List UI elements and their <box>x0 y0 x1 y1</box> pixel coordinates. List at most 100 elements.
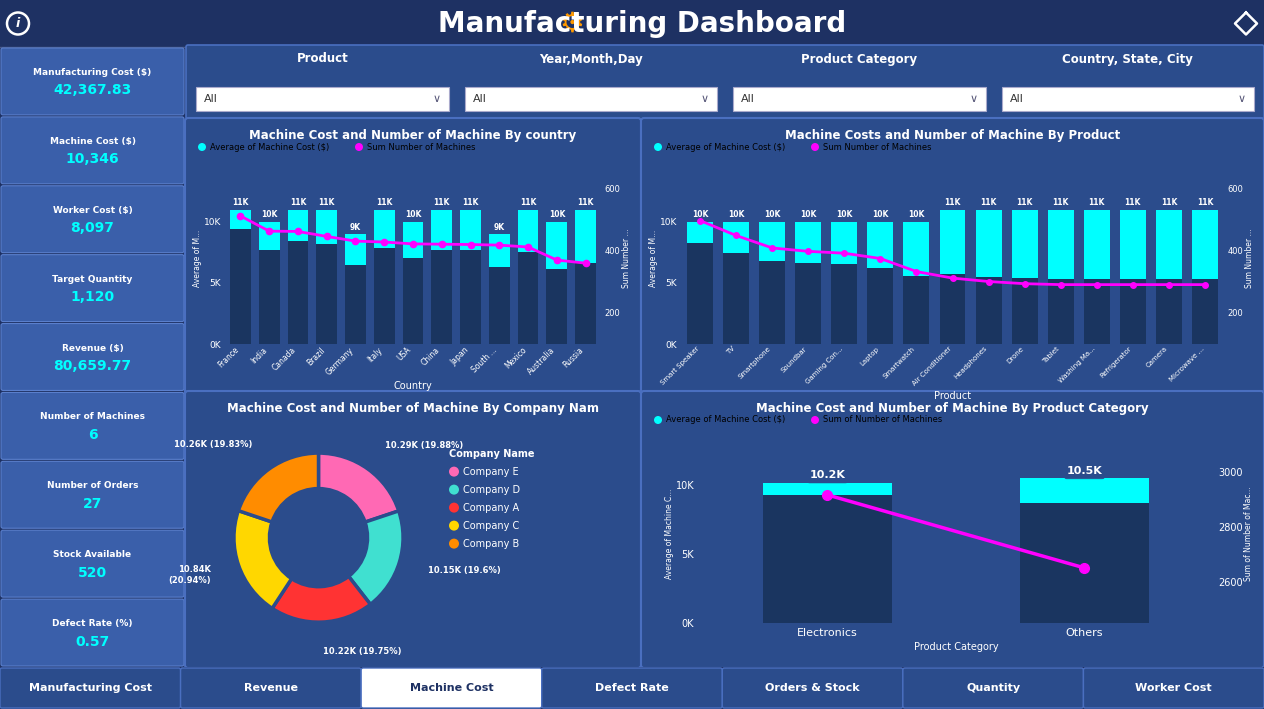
Text: 11K: 11K <box>578 199 594 207</box>
Bar <box>460 210 480 344</box>
Text: 10K: 10K <box>691 211 708 219</box>
Wedge shape <box>234 510 292 608</box>
Text: 11K: 11K <box>1088 199 1105 207</box>
Text: 11K: 11K <box>944 199 961 207</box>
Bar <box>288 210 308 344</box>
Text: 27: 27 <box>83 497 102 510</box>
X-axis label: Country: Country <box>393 381 432 391</box>
Text: Company D: Company D <box>463 485 520 495</box>
Bar <box>723 222 750 344</box>
Text: 11K: 11K <box>463 199 479 207</box>
Text: 291: 291 <box>1091 309 1103 314</box>
Text: 11K: 11K <box>289 199 306 207</box>
Text: 11K: 11K <box>1197 199 1213 207</box>
FancyBboxPatch shape <box>186 45 1264 119</box>
Text: 2650: 2650 <box>1069 558 1100 568</box>
Text: Average of Machine Cost ($): Average of Machine Cost ($) <box>666 415 785 425</box>
Bar <box>1155 210 1182 344</box>
Text: Manufacturing Cost ($): Manufacturing Cost ($) <box>33 68 152 77</box>
Text: 497: 497 <box>694 291 707 296</box>
Bar <box>575 263 595 344</box>
Text: 10K: 10K <box>549 211 565 219</box>
Text: Machine Cost and Number of Machine By Company Nam: Machine Cost and Number of Machine By Co… <box>228 402 599 415</box>
Y-axis label: Average of Machine C...: Average of Machine C... <box>665 489 674 579</box>
Bar <box>345 265 365 344</box>
FancyBboxPatch shape <box>362 668 542 708</box>
Bar <box>976 277 1001 344</box>
Bar <box>976 210 1001 344</box>
Circle shape <box>449 485 459 495</box>
Bar <box>1120 210 1146 344</box>
Bar <box>1020 503 1149 623</box>
Text: 10K: 10K <box>260 211 277 219</box>
Text: Machine Cost: Machine Cost <box>410 683 493 693</box>
Bar <box>316 210 337 344</box>
Bar <box>867 268 894 344</box>
Bar <box>688 242 713 344</box>
Text: Sum of Number of Machines: Sum of Number of Machines <box>823 415 942 425</box>
Text: 10,346: 10,346 <box>66 152 119 167</box>
FancyBboxPatch shape <box>1 48 185 115</box>
FancyBboxPatch shape <box>1 599 185 666</box>
Text: All: All <box>741 94 755 104</box>
Text: 412: 412 <box>521 295 536 301</box>
Circle shape <box>449 503 459 513</box>
Y-axis label: Average of M...: Average of M... <box>193 230 202 287</box>
Text: 11K: 11K <box>377 199 392 207</box>
Text: Defect Rate (%): Defect Rate (%) <box>52 619 133 628</box>
Text: 392: 392 <box>838 301 851 306</box>
Text: 370: 370 <box>550 303 564 309</box>
FancyBboxPatch shape <box>1 530 185 597</box>
Text: 11K: 11K <box>1160 199 1177 207</box>
Text: Machine Costs and Number of Machine By Product: Machine Costs and Number of Machine By P… <box>785 129 1120 142</box>
Bar <box>688 222 713 344</box>
Text: 449: 449 <box>729 296 743 301</box>
Bar <box>1192 279 1218 344</box>
Bar <box>1048 279 1073 344</box>
Y-axis label: Sum of Number of Mac...: Sum of Number of Mac... <box>1244 486 1253 581</box>
Text: ∨: ∨ <box>1237 94 1246 104</box>
FancyBboxPatch shape <box>185 118 641 395</box>
Text: 11K: 11K <box>434 199 450 207</box>
Text: 42,367.83: 42,367.83 <box>53 84 131 97</box>
FancyBboxPatch shape <box>1 462 185 528</box>
Text: 11K: 11K <box>1053 199 1069 207</box>
Bar <box>723 252 750 344</box>
Bar <box>1120 279 1146 344</box>
Bar <box>546 222 568 344</box>
Bar <box>939 274 966 344</box>
Text: 10.29K (19.88%): 10.29K (19.88%) <box>386 440 464 450</box>
Circle shape <box>811 143 819 151</box>
Text: 11K: 11K <box>233 199 249 207</box>
Wedge shape <box>349 511 403 604</box>
Text: 0.57: 0.57 <box>76 635 110 649</box>
Text: Country, State, City: Country, State, City <box>1062 52 1193 65</box>
Text: Product Category: Product Category <box>801 52 918 65</box>
Text: Worker Cost ($): Worker Cost ($) <box>53 206 133 215</box>
Bar <box>832 264 857 344</box>
Text: ∨: ∨ <box>969 94 977 104</box>
Text: All: All <box>204 94 217 104</box>
FancyBboxPatch shape <box>733 87 986 111</box>
Text: 10.15K (19.6%): 10.15K (19.6%) <box>427 566 501 575</box>
Bar <box>230 210 250 344</box>
Bar <box>760 222 785 344</box>
Wedge shape <box>272 576 370 623</box>
Text: Sum Number of Machines: Sum Number of Machines <box>367 143 475 152</box>
Circle shape <box>811 416 819 424</box>
Text: 360: 360 <box>579 301 593 307</box>
Text: 10K: 10K <box>909 211 925 219</box>
Text: 291: 291 <box>1198 309 1211 314</box>
Text: 10K: 10K <box>728 211 744 219</box>
FancyBboxPatch shape <box>0 668 181 708</box>
Text: 446: 446 <box>320 291 334 297</box>
Bar <box>546 269 568 344</box>
Bar <box>316 244 337 344</box>
Bar <box>939 210 966 344</box>
Text: Sum Number of Machines: Sum Number of Machines <box>823 143 932 152</box>
Text: Machine Cost ($): Machine Cost ($) <box>49 137 135 146</box>
Bar <box>1083 279 1110 344</box>
Bar <box>489 267 509 344</box>
Wedge shape <box>239 453 319 522</box>
Circle shape <box>355 143 363 151</box>
